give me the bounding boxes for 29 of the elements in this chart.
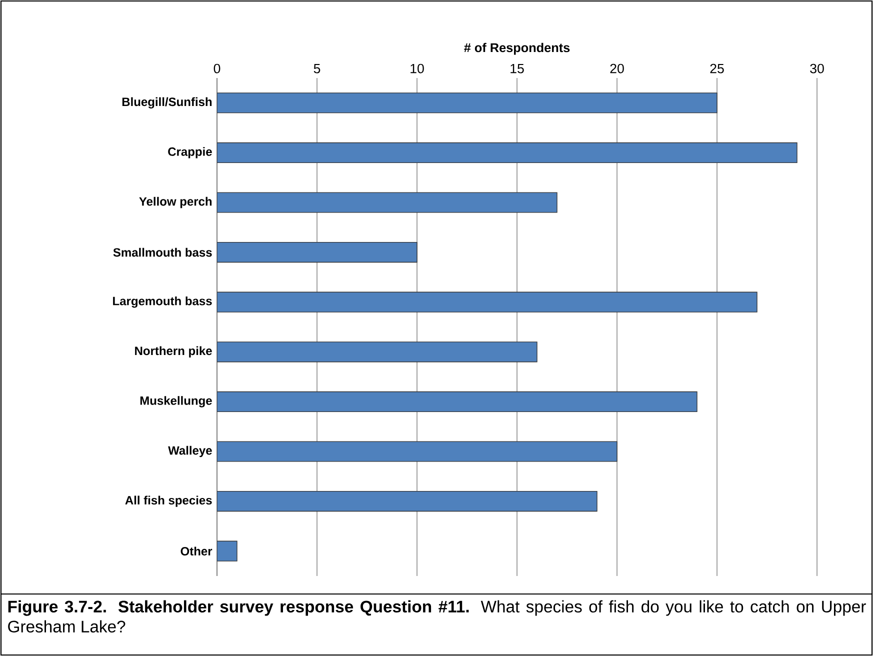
x-tick-label: 30: [810, 64, 824, 74]
bar: [217, 491, 598, 512]
x-tick-label: 25: [710, 64, 724, 74]
bar: [217, 192, 558, 213]
bar: [217, 242, 418, 263]
bar: [217, 540, 238, 562]
y-tick-label: Smallmouth bass: [113, 248, 212, 257]
x-tick-label: 0: [214, 64, 220, 74]
y-tick-label: Walleye: [168, 446, 212, 458]
y-tick-label: Other: [180, 546, 212, 556]
y-tick-label: Bluegill/Sunfish: [122, 97, 212, 109]
y-tick-label: Muskellunge: [140, 396, 212, 408]
bar: [217, 292, 758, 312]
y-tick-label: Northern pike: [135, 346, 212, 358]
x-tick-label: 15: [510, 64, 524, 74]
chart-title: Figure 3.7-2. Stakeholder survey response Question #11. What species of fish do you like to catch on Upper Gresham Lake?: [8, 600, 866, 633]
bar: [217, 391, 698, 412]
y-tick-label: Crappie: [168, 147, 212, 158]
y-tick-label: Yellow perch: [139, 196, 212, 208]
x-tick-label: 10: [410, 64, 424, 74]
bar: [217, 441, 618, 462]
x-tick-label: 5: [314, 64, 320, 74]
y-tick-label: All fish species: [125, 496, 212, 507]
bar: [217, 342, 538, 362]
x-tick-label: 20: [610, 64, 624, 74]
bar: [217, 92, 718, 114]
y-tick-label: Largemouth bass: [113, 296, 212, 308]
x-axis-title: # of Respondents: [464, 42, 570, 55]
bar: [217, 142, 798, 163]
